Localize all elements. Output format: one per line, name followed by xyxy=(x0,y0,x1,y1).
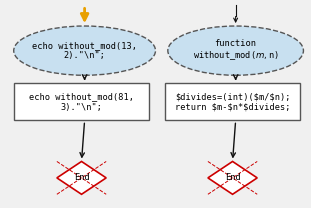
Text: echo without_mod(13,
2)."\n";: echo without_mod(13, 2)."\n"; xyxy=(32,41,137,60)
Bar xyxy=(14,83,149,120)
Text: End: End xyxy=(74,173,89,182)
Text: End: End xyxy=(225,173,240,182)
Polygon shape xyxy=(57,161,106,194)
Text: function
without_mod($m, $n): function without_mod($m, $n) xyxy=(193,39,279,62)
Bar xyxy=(165,83,300,120)
Text: echo without_mod(81,
3)."\n";: echo without_mod(81, 3)."\n"; xyxy=(29,92,134,112)
Ellipse shape xyxy=(168,26,304,75)
Text: $divides=(int)($m/$n);
return $m-$n*$divides;: $divides=(int)($m/$n); return $m-$n*$div… xyxy=(175,92,290,112)
Ellipse shape xyxy=(14,26,156,75)
Polygon shape xyxy=(208,161,257,194)
